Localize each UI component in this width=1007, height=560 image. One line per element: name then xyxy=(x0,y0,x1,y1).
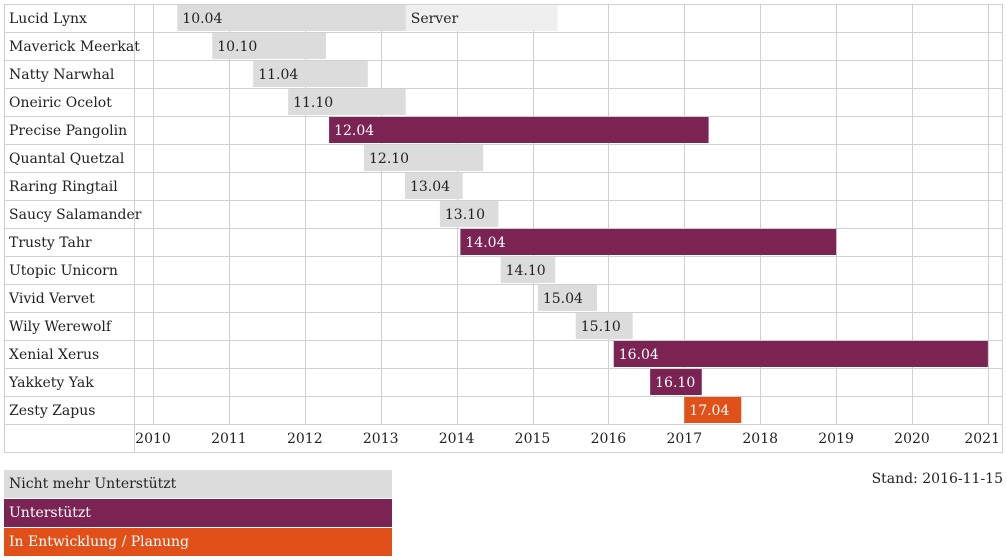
x-tick-label: 2013 xyxy=(363,431,399,447)
release-name: Raring Ringtail xyxy=(9,179,118,195)
bar-16-10 xyxy=(650,369,702,395)
bar-13-10 xyxy=(439,201,499,227)
bar-17-04 xyxy=(684,397,742,423)
bar-version-label: 10.10 xyxy=(217,39,257,55)
release-name: Vivid Vervet xyxy=(8,291,95,307)
release-name: Zesty Zapus xyxy=(9,403,95,419)
release-name: Maverick Meerkat xyxy=(9,39,140,55)
bar-version-label: 12.04 xyxy=(334,123,374,139)
bar-version-label: 15.04 xyxy=(543,291,583,307)
release-name: Natty Narwhal xyxy=(9,67,115,83)
legend-item-unsupported: Nicht mehr Unterstützt xyxy=(4,470,392,498)
bar-11-04 xyxy=(253,61,368,87)
x-tick-label: 2014 xyxy=(439,431,475,447)
bar-version-label: 13.10 xyxy=(445,207,485,223)
x-tick-label: 2021 xyxy=(964,431,1000,447)
bar-10-04 xyxy=(177,5,406,31)
stand-date: Stand: 2016-11-15 xyxy=(871,471,1003,487)
release-name: Utopic Unicorn xyxy=(9,263,118,279)
bar-version-label: 17.04 xyxy=(689,403,729,419)
release-name: Precise Pangolin xyxy=(9,123,127,139)
bar-version-label: 14.04 xyxy=(465,235,505,251)
bar-version-label: 15.10 xyxy=(581,319,621,335)
bar-version-label: 11.04 xyxy=(258,67,298,83)
bar-15-10 xyxy=(575,313,633,339)
x-tick-label: 2010 xyxy=(135,431,171,447)
bar-16-04 xyxy=(613,341,988,367)
bar-10-10 xyxy=(212,33,327,59)
x-tick-label: 2015 xyxy=(515,431,551,447)
release-name: Trusty Tahr xyxy=(9,235,92,251)
legend-item-supported: Unterstützt xyxy=(4,499,392,527)
bar-12-10 xyxy=(364,145,484,171)
x-tick-label: 2019 xyxy=(818,431,854,447)
legend-item-development: In Entwicklung / Planung xyxy=(4,528,392,556)
legend: Nicht mehr Unterstützt Unterstützt In En… xyxy=(4,470,392,557)
release-name: Quantal Quetzal xyxy=(9,151,125,167)
bar-15-04 xyxy=(537,285,598,311)
bar-extended-support xyxy=(405,5,558,31)
release-name: Wily Werewolf xyxy=(9,319,113,335)
x-tick-label: 2016 xyxy=(591,431,627,447)
x-tick-label: 2012 xyxy=(287,431,323,447)
bar-version-label: 11.10 xyxy=(293,95,333,111)
x-tick-label: 2017 xyxy=(666,431,702,447)
bar-11-10 xyxy=(288,89,406,115)
release-name: Xenial Xerus xyxy=(9,347,99,363)
bar-13-04 xyxy=(404,173,463,199)
bar-version-label: 16.04 xyxy=(619,347,659,363)
bar-version-label: 12.10 xyxy=(369,151,409,167)
bar-extended-label: Server xyxy=(411,11,459,27)
bar-14-10 xyxy=(500,257,556,283)
x-tick-label: 2011 xyxy=(211,431,247,447)
bar-12-04 xyxy=(329,117,709,143)
x-tick-label: 2018 xyxy=(742,431,778,447)
bar-version-label: 10.04 xyxy=(182,11,222,27)
release-name: Lucid Lynx xyxy=(9,11,87,27)
bar-version-label: 14.10 xyxy=(506,263,546,279)
release-name: Saucy Salamander xyxy=(9,207,142,223)
bar-version-label: 13.04 xyxy=(410,179,450,195)
bar-14-04 xyxy=(460,229,837,255)
bar-version-label: 16.10 xyxy=(655,375,695,391)
release-name: Oneiric Ocelot xyxy=(9,95,112,111)
release-name: Yakkety Yak xyxy=(8,375,94,391)
x-tick-label: 2020 xyxy=(894,431,930,447)
